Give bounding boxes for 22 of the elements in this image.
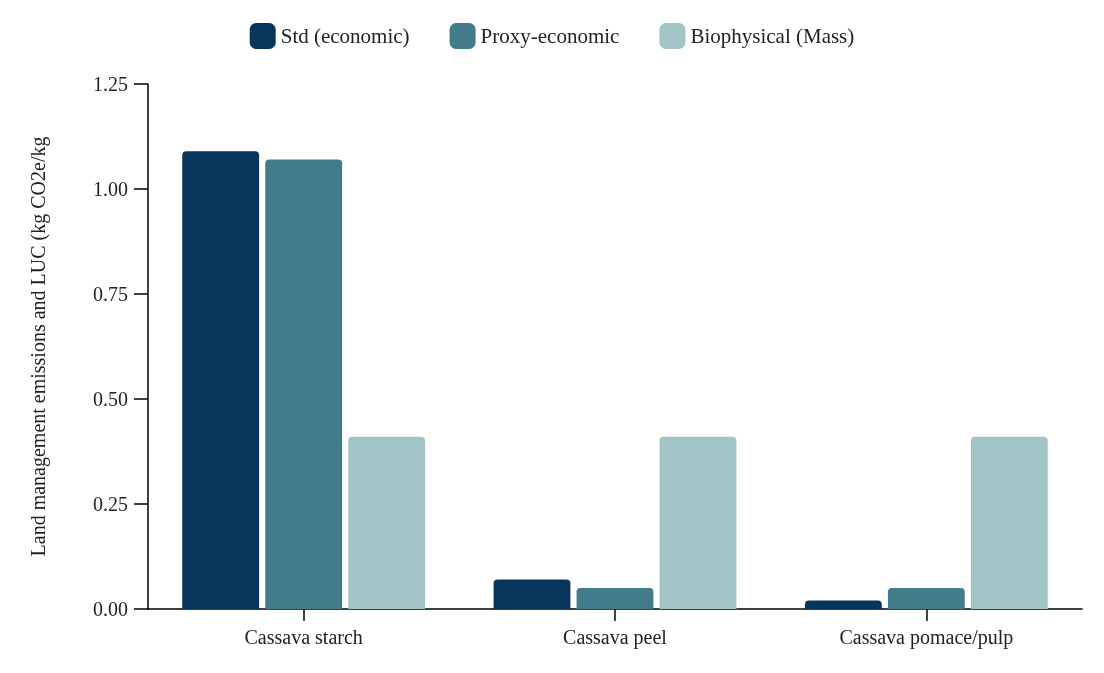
- x-tick-label: Cassava pomace/pulp: [839, 626, 1014, 649]
- x-tick-label: Cassava peel: [563, 626, 668, 649]
- x-tick-label: Cassava starch: [244, 626, 363, 648]
- y-tick-label: 0.00: [93, 598, 128, 620]
- bar: [659, 436, 737, 609]
- y-tick-label: 1.00: [93, 178, 128, 200]
- bar: [970, 436, 1048, 609]
- bar: [182, 151, 260, 609]
- legend-label: Proxy-economic: [480, 24, 620, 48]
- legend-label: Std (economic): [280, 24, 410, 48]
- y-tick-label: 0.75: [93, 283, 128, 305]
- y-axis-title: Land management emissions and LUC (kg CO2e/kg: [27, 136, 50, 557]
- bar: [887, 588, 965, 609]
- legend-label: Biophysical (Mass): [690, 24, 855, 48]
- bar: [493, 579, 571, 609]
- y-tick-label: 0.25: [93, 493, 128, 515]
- bar: [348, 436, 426, 609]
- bar: [804, 600, 882, 609]
- y-tick-label: 0.50: [93, 388, 128, 410]
- bar: [265, 159, 343, 609]
- y-tick-label: 1.25: [93, 73, 128, 95]
- bar: [576, 588, 654, 609]
